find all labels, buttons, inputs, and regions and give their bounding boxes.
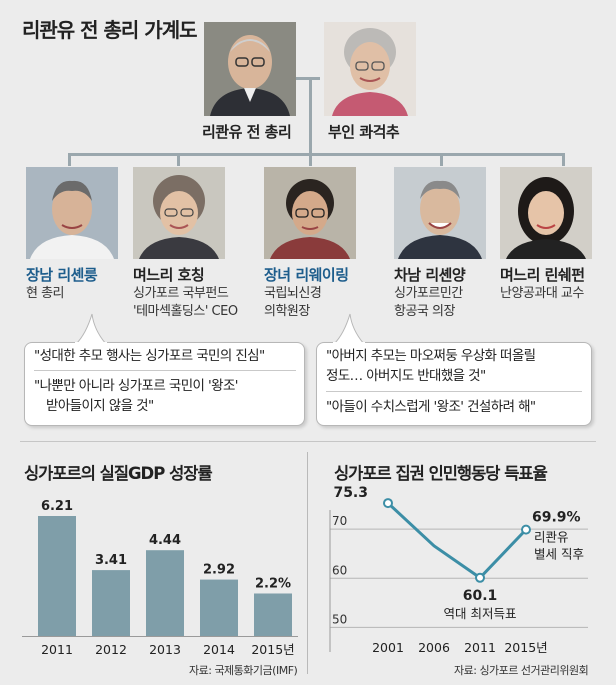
- child-role-2-line-2: '테마섹홀딩스' CEO: [133, 304, 238, 319]
- quote-bubble-right-tail: [333, 313, 365, 344]
- quote-right-2: 정도… 아버지도 반대했을 것": [326, 368, 486, 384]
- child-role-5-line-1: 난양공과대 교수: [500, 286, 584, 301]
- chart-separator: [307, 452, 308, 674]
- line-y-tick-3: 50: [332, 612, 347, 626]
- bar-2: [92, 570, 130, 636]
- child-name-5: 며느리 린쉐펀: [500, 266, 585, 284]
- quote-bubble-left: [24, 342, 305, 426]
- bar-x-tick-3: 2013: [149, 642, 181, 657]
- line-series: [386, 501, 528, 580]
- tree-line-horizontal: [68, 153, 564, 156]
- bar-chart-title: 싱가포르의 실질GDP 성장률: [24, 464, 213, 483]
- quote-right-3: "아들이 수치스럽게 '왕조' 건설하려 해": [326, 399, 536, 415]
- tree-line-drop-1: [68, 153, 71, 166]
- child-role-2-line-1: 싱가포르 국부펀드: [133, 286, 229, 301]
- line-y-tick-2: 60: [332, 563, 347, 577]
- line-annotation-death-2: 별세 직후: [534, 547, 584, 562]
- photo-lee-hsien-loong: [26, 167, 118, 259]
- tree-line-drop-4: [440, 153, 443, 166]
- line-value-label-3: 60.1: [463, 588, 498, 604]
- photo-lim-suet-fern: [500, 167, 592, 259]
- photo-lee-hsien-yang: [394, 167, 486, 259]
- parent-name-father: 리콴유 전 총리: [202, 123, 292, 141]
- line-y-tick-1: 70: [332, 514, 347, 528]
- quote-left-3: 받아들이지 않을 것": [46, 398, 154, 414]
- quote-bubble-left-tail: [75, 313, 107, 344]
- line-annotation-lowest: 역대 최저득표: [444, 606, 517, 621]
- line-x-tick-4: 2015년: [504, 640, 547, 655]
- quote-right-1: "아버지 추모는 마오쩌둥 우상화 떠올릴: [326, 348, 536, 364]
- photo-ho-ching: [133, 167, 225, 259]
- bar-x-tick-4: 2014: [203, 642, 235, 657]
- quote-left-1: "성대한 추모 행사는 싱가포르 국민의 진심": [34, 348, 265, 364]
- child-name-4: 차남 리셴양: [394, 266, 466, 284]
- bar-4: [200, 579, 238, 636]
- photo-lee-kuan-yew: [204, 22, 296, 116]
- line-value-label-1: 75.3: [333, 485, 368, 501]
- photo-lee-wei-ling: [264, 167, 356, 259]
- child-name-3: 장녀 리웨이링: [264, 266, 349, 284]
- line-chart: 70 60 50 2001 2006 2011 2015년 75.3 60.1 69.9% 역대 최…: [329, 485, 588, 655]
- bar-value-label-2: 3.41: [95, 553, 127, 568]
- bar-x-tick-5: 2015년: [251, 642, 294, 657]
- bar-chart-source: 자료: 국제통화기금(IMF): [189, 664, 298, 677]
- child-role-3-line-1: 국립뇌신경: [264, 286, 322, 301]
- tree-line-drop-5: [562, 153, 565, 166]
- quote-left-divider: [34, 370, 296, 371]
- bar-5: [254, 593, 292, 636]
- line-point-4: [521, 524, 531, 535]
- page-title: 리콴유 전 총리 가계도: [22, 18, 197, 42]
- bar-value-label-3: 4.44: [149, 533, 181, 548]
- quote-left-2: "나뿐만 아니라 싱가포르 국민이 '왕조': [34, 378, 239, 394]
- line-chart-title: 싱가포르 집권 인민행동당 득표율: [334, 464, 548, 483]
- bar-value-label-4: 2.92: [203, 563, 235, 578]
- bar-x-tick-1: 2011: [41, 642, 73, 657]
- line-value-label-4: 69.9%: [532, 510, 581, 526]
- line-annotation-death-1: 리콴유: [534, 530, 569, 545]
- line-chart-source: 자료: 싱가포르 선거관리위원회: [454, 664, 589, 677]
- line-x-tick-1: 2001: [372, 640, 404, 655]
- quote-bubble-right: [316, 342, 592, 426]
- line-x-tick-2: 2006: [418, 640, 450, 655]
- tree-line-drop-2: [177, 153, 180, 166]
- bar-value-label-5: 2.2%: [255, 576, 291, 591]
- line-point-3: [475, 572, 485, 583]
- child-role-4-line-1: 싱가포르민간: [394, 286, 463, 301]
- parent-name-mother: 부인 콰걱추: [328, 123, 400, 141]
- photo-kwa-geok-choo: [324, 22, 416, 116]
- section-divider: [20, 441, 596, 442]
- bar-value-label-1: 6.21: [41, 499, 73, 514]
- child-name-1: 장남 리셴룽: [26, 266, 98, 284]
- line-x-tick-3: 2011: [464, 640, 496, 655]
- tree-line-drop-3: [309, 153, 312, 166]
- bar-3: [146, 550, 184, 636]
- child-role-1-line-1: 현 총리: [26, 286, 65, 301]
- bar-chart: 6.21 2011 3.41 2012 4.44 2013 2.92 2014 2.2% 2015…: [22, 499, 298, 657]
- child-role-3-line-2: 의학원장: [264, 304, 310, 319]
- bar-x-tick-2: 2012: [95, 642, 127, 657]
- line-point-1: [383, 498, 393, 509]
- child-name-2: 며느리 호칭: [133, 266, 205, 284]
- tree-line-stem: [309, 79, 312, 155]
- child-role-4-line-2: 항공국 의장: [394, 304, 455, 319]
- bar-1: [38, 516, 76, 636]
- quote-right-divider: [326, 391, 582, 392]
